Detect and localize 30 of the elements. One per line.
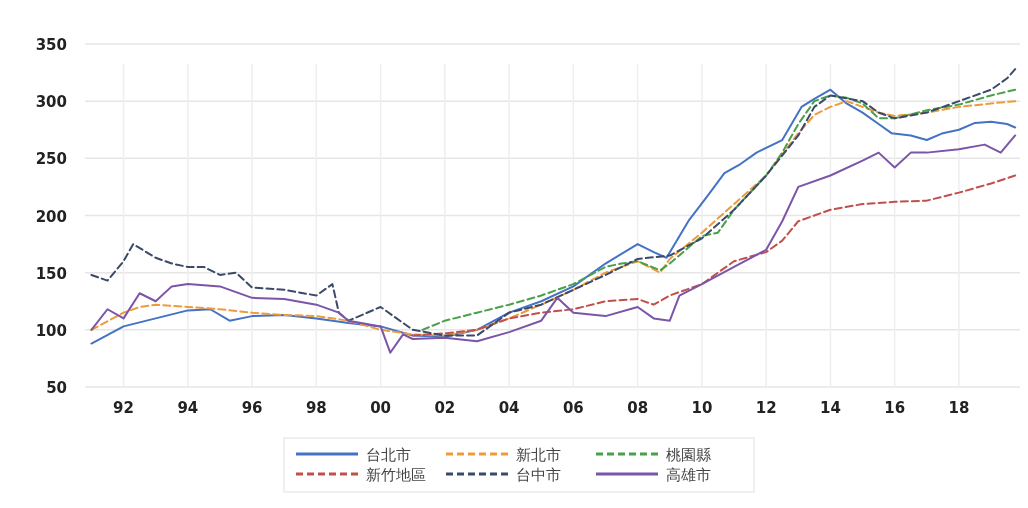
legend-label: 新竹地區 <box>366 466 426 484</box>
x-tick-label: 04 <box>498 399 520 417</box>
x-tick-label: 12 <box>755 399 777 417</box>
x-tick-label: 96 <box>241 399 263 417</box>
x-tick-label: 18 <box>948 399 970 417</box>
line-series <box>421 88 1017 331</box>
line-series <box>411 174 1017 337</box>
x-tick-label: 94 <box>177 399 199 417</box>
x-tick-label: 00 <box>370 399 392 417</box>
y-tick-label: 250 <box>35 150 67 169</box>
y-tick-label: 50 <box>46 379 67 397</box>
y-tick-label: 300 <box>35 93 67 112</box>
legend-label: 高雄市 <box>666 466 711 484</box>
x-tick-label: 92 <box>113 399 134 417</box>
y-tick-label: 350 <box>35 36 67 54</box>
x-tick-label: 16 <box>884 399 906 417</box>
x-tick-label: 10 <box>691 399 713 417</box>
y-tick-label: 200 <box>35 207 67 226</box>
legend-label: 台中市 <box>516 466 561 484</box>
y-tick-label: 100 <box>35 321 67 340</box>
legend-label: 台北市 <box>366 446 411 464</box>
legend-label: 新北市 <box>516 446 561 464</box>
line-series <box>90 134 1017 354</box>
legend-label: 桃園縣 <box>666 446 711 464</box>
x-tick-label: 02 <box>434 399 456 417</box>
x-tick-label: 98 <box>305 399 327 417</box>
x-tick-label: 08 <box>627 399 649 417</box>
y-tick-label: 150 <box>35 264 67 283</box>
x-tick-label: 06 <box>562 399 584 417</box>
x-tick-label: 14 <box>819 399 841 417</box>
